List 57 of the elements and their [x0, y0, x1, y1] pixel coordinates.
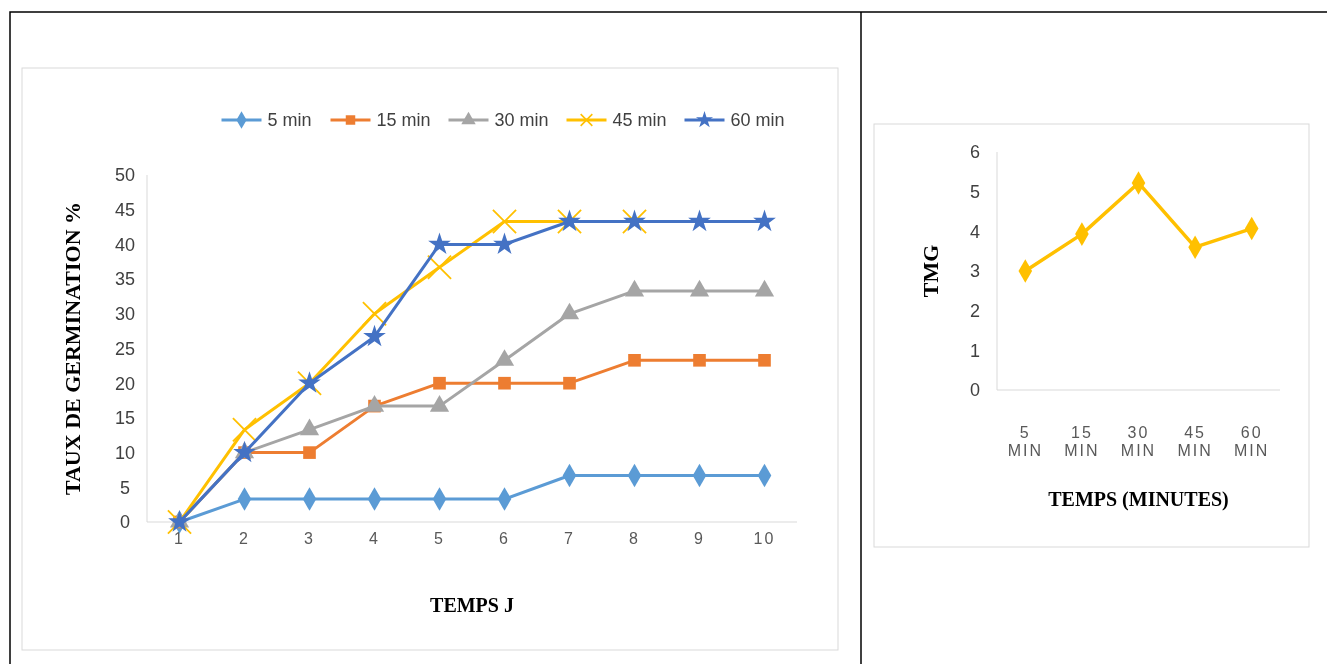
x-tick-label: 9: [694, 529, 705, 547]
point: [303, 446, 316, 459]
y-tick-label: 3: [969, 261, 981, 282]
point: [563, 376, 576, 390]
legend-label: 45 min: [612, 110, 667, 131]
x-tick-label: 8: [629, 529, 640, 547]
x-tick-label: 2: [239, 529, 250, 547]
y-tick-label: 5: [119, 477, 131, 498]
point: [433, 376, 446, 390]
x-tick-label: 5 MIN: [1007, 423, 1043, 459]
point: [363, 324, 386, 347]
point: [498, 376, 511, 390]
point: [693, 353, 706, 367]
point: [362, 301, 387, 327]
y-tick-label: 20: [114, 373, 136, 394]
x-tick-label: 7: [564, 529, 575, 547]
y-tick-label: 50: [114, 165, 136, 186]
y-tick-label: 35: [114, 269, 136, 290]
x-tick-label: 15 MIN: [1064, 423, 1100, 459]
y-tick-label: 6: [969, 142, 981, 163]
y-tick-label: 45: [114, 200, 136, 220]
point: [753, 209, 776, 232]
point: [232, 417, 257, 443]
y-tick-label: 0: [969, 380, 981, 401]
legend-label: 5 min: [267, 110, 312, 131]
x-tick-label: 1: [174, 529, 185, 547]
y-tick-label: 15: [114, 408, 136, 429]
x-tick-label: 10: [753, 529, 776, 547]
point: [428, 232, 451, 255]
y-tick-label: 0: [119, 512, 131, 533]
point: [493, 232, 516, 255]
legend-label: 60 min: [730, 110, 785, 131]
x-tick-label: 45 MIN: [1177, 423, 1213, 459]
x-tick-label: 60 MIN: [1234, 423, 1270, 459]
point: [427, 254, 452, 280]
y-tick-label: 40: [114, 234, 136, 255]
y-tick-label: 30: [114, 304, 136, 325]
x-tick-label: 6: [499, 529, 510, 547]
legend-label: 30 min: [494, 110, 549, 131]
point: [492, 209, 517, 234]
y-tick-label: 4: [969, 221, 981, 242]
x-tick-label: 30 MIN: [1120, 423, 1157, 459]
y-axis-title: TAUX DE GERMINATION %: [60, 201, 85, 496]
legend-label: 15 min: [376, 110, 431, 131]
x-tick-label: 4: [369, 529, 380, 547]
y-tick-label: 5: [969, 181, 981, 202]
point: [688, 209, 711, 232]
y-tick-label: 2: [969, 300, 981, 321]
x-axis-title: TEMPS J: [430, 594, 514, 616]
x-tick-label: 3: [304, 529, 315, 547]
point: [628, 353, 641, 367]
x-tick-label: 5: [434, 529, 445, 547]
point: [758, 353, 771, 367]
y-tick-label: 1: [969, 340, 981, 361]
y-tick-label: 25: [114, 338, 136, 359]
y-axis-title: TMG: [918, 244, 943, 298]
x-axis-title: TEMPS (MINUTES): [1048, 488, 1229, 511]
